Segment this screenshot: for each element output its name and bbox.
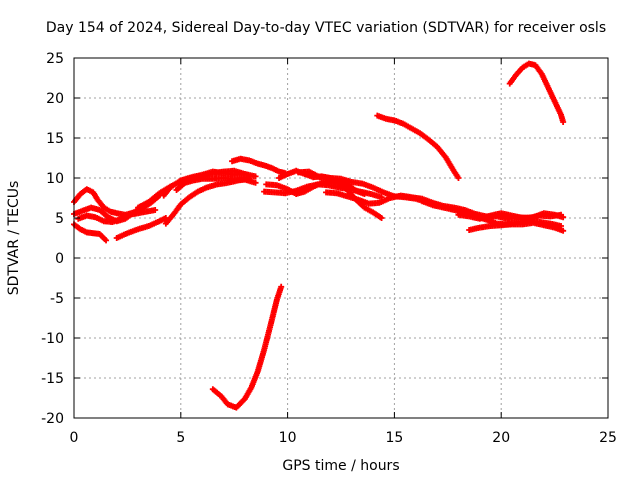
y-tick-label: -5 [50, 291, 64, 307]
data-point [378, 215, 385, 221]
y-tick-label: 20 [46, 91, 64, 107]
plot-frame [73, 57, 609, 419]
series-arc-2 [71, 221, 110, 244]
x-tick-label: 5 [176, 430, 185, 446]
y-tick-label: -15 [41, 371, 64, 387]
x-tick-label: 0 [70, 430, 79, 446]
series-arc-7 [160, 168, 259, 199]
data-point [278, 283, 285, 290]
data-point [252, 173, 259, 180]
y-axis-label: SDTVAR / TECUs [6, 181, 22, 296]
data-point [152, 207, 159, 213]
y-tick-label: -20 [41, 411, 64, 427]
y-tick-label: 10 [46, 171, 64, 187]
data-point [252, 179, 259, 186]
x-axis-label: GPS time / hours [282, 458, 399, 474]
series-arc-21 [209, 283, 285, 411]
data-point [560, 214, 567, 221]
y-tick-label: 5 [55, 211, 64, 227]
x-tick-label: 25 [599, 430, 617, 446]
series-arc-19 [466, 219, 567, 234]
y-tick-label: -10 [41, 331, 64, 347]
series-arc-5 [113, 215, 169, 241]
series-arc-20 [506, 60, 567, 125]
data-marks [71, 60, 567, 411]
data-point [455, 175, 462, 181]
x-tick-label: 20 [492, 430, 510, 446]
series-arc-18 [455, 210, 567, 222]
data-point [361, 191, 368, 197]
chart-title: Day 154 of 2024, Sidereal Day-to-day VTE… [46, 20, 606, 36]
series-arc-16 [374, 112, 462, 181]
grid-lines [74, 58, 608, 418]
axis-ticks: 0 5 10 15 20 25 -20 -15 -10 -5 0 5 10 15 20 25 [41, 51, 617, 446]
series-arc-4 [75, 207, 159, 225]
data-point [246, 175, 253, 182]
y-tick-label: 0 [55, 251, 64, 267]
y-tick-label: 25 [46, 51, 64, 67]
y-tick-label: 15 [46, 131, 64, 147]
series-arc-10 [229, 155, 289, 177]
x-tick-label: 10 [279, 430, 297, 446]
data-point [560, 119, 567, 125]
x-tick-label: 15 [385, 430, 403, 446]
series-arc-9 [162, 175, 253, 227]
data-point [560, 227, 567, 234]
data-point [103, 237, 110, 244]
